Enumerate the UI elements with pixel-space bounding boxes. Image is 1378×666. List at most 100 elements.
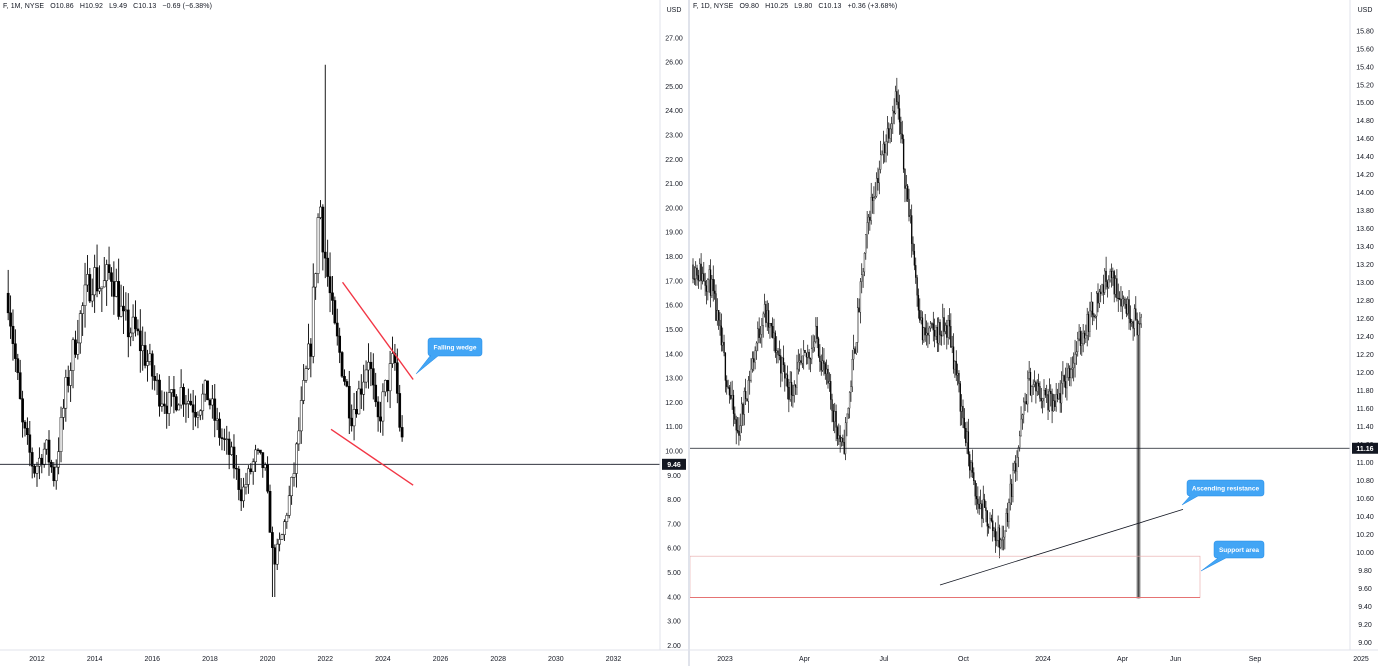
daily-candle-body [1044, 389, 1047, 396]
monthly-candle-body [102, 280, 106, 288]
daily-candle-body [796, 368, 798, 388]
daily-candle-body [1059, 393, 1061, 404]
daily-candle-body [1054, 400, 1056, 407]
monthly-candle-body [76, 342, 80, 355]
daily-candle-body [1004, 530, 1006, 538]
daily-candle-body [1077, 338, 1079, 353]
daily-candle-body [724, 352, 727, 381]
daily-candle-body [866, 222, 868, 235]
left-price-tick-label: 10.00 [665, 448, 683, 455]
daily-candle-body [960, 405, 963, 412]
monthly-candle-body [223, 438, 226, 440]
daily-candle-body [862, 271, 864, 275]
right-legend-close: C10.13 [818, 3, 842, 10]
left-time-tick-label: 2016 [145, 656, 161, 663]
daily-candle-body [716, 310, 718, 321]
daily-candle-body [708, 269, 710, 280]
monthly-candle-body [167, 392, 171, 414]
daily-candle-body [720, 325, 723, 346]
right-price-tick-label: 10.60 [1356, 496, 1374, 503]
right-price-tick-label: 14.80 [1356, 118, 1374, 125]
daily-candle-body [900, 121, 902, 135]
daily-candle-body [938, 322, 940, 344]
monthly-chart-canvas[interactable]: Falling wedge 2012 2014 2016 2018 2020 2022 20… [0, 0, 688, 666]
right-price-tick-label: 12.80 [1356, 298, 1374, 305]
right-currency-label[interactable]: USD [1358, 7, 1373, 14]
daily-chart-canvas[interactable]: Ascending resistance Support area 2023 Ap… [690, 0, 1378, 666]
monthly-candle-body [117, 281, 121, 317]
daily-candle-body [912, 243, 914, 252]
daily-candle-body [852, 348, 855, 360]
daily-candle-body [1068, 368, 1071, 379]
monthly-candle-body [174, 396, 178, 411]
daily-candle-body [730, 395, 732, 399]
monthly-candle-body [9, 312, 12, 327]
daily-candle-body [1139, 323, 1141, 325]
daily-candle-body [913, 251, 916, 266]
left-legend-low: L9.49 [109, 3, 128, 10]
daily-candle-body [1031, 386, 1033, 396]
daily-candle-body [996, 539, 998, 542]
daily-candle-body [1043, 389, 1045, 399]
daily-candle-body [979, 503, 982, 509]
monthly-candle-body [107, 264, 111, 273]
left-price-tick-label: 13.00 [665, 376, 683, 383]
daily-candle-body [989, 518, 991, 528]
monthly-candle-body [326, 257, 330, 277]
right-time-tick-label: Apr [799, 656, 811, 663]
right-price-tick-label: 10.20 [1356, 532, 1374, 539]
monthly-candle-body [343, 376, 346, 382]
right-price-tick-label: 14.60 [1356, 136, 1374, 143]
right-price-tick-label: 11.40 [1357, 424, 1374, 431]
daily-candle-body [801, 355, 803, 364]
monthly-candle-body [160, 403, 164, 407]
monthly-candle-body [182, 387, 185, 405]
daily-candle-body [788, 386, 790, 400]
daily-candle-body [882, 143, 885, 155]
daily-candle-body [1094, 316, 1096, 318]
daily-candle-body [975, 496, 978, 500]
right-price-axis: 9.00 9.20 9.40 9.60 9.80 10.00 10.20 10.40 10.60… [1349, 0, 1374, 650]
left-price-tick-label: 25.00 [665, 84, 683, 91]
daily-candle-body [1005, 513, 1007, 532]
left-time-tick-label: 2032 [606, 656, 622, 663]
falling-wedge-label: Falling wedge [434, 344, 477, 351]
daily-candle-body [719, 319, 721, 327]
right-time-tick-label: 2023 [717, 656, 733, 663]
daily-candle-body [986, 510, 988, 527]
daily-candle-body [940, 334, 943, 337]
monthly-candle-body [400, 427, 404, 438]
daily-candle-body [855, 342, 858, 354]
left-currency-label[interactable]: USD [667, 7, 682, 14]
monthly-candle-body [191, 404, 195, 413]
monthly-chart-panel[interactable]: F, 1M, NYSE O10.86 H10.92 L9.49 C10.13 −… [0, 0, 688, 666]
daily-chart-panel[interactable]: F, 1D, NYSE O9.80 H10.25 L9.80 C10.13 +0… [690, 0, 1378, 666]
daily-candle-body [1009, 483, 1011, 503]
daily-candle-body [1075, 351, 1078, 355]
daily-candle-body [908, 198, 910, 217]
daily-candle-body [813, 341, 816, 348]
panel-divider[interactable] [688, 0, 690, 666]
daily-candle-body [879, 154, 882, 170]
monthly-candle-body [194, 412, 197, 418]
daily-candle-body [902, 138, 905, 170]
daily-candle-body [1116, 278, 1118, 299]
daily-candle-body [812, 347, 814, 349]
monthly-candle-body [254, 449, 257, 463]
monthly-candle-body [52, 466, 56, 482]
daily-candle-body [1140, 317, 1142, 324]
daily-candle-body [739, 425, 741, 436]
daily-candle-body [753, 358, 755, 363]
daily-candle-body [928, 327, 930, 336]
daily-candle-body [785, 374, 787, 379]
monthly-candle-body [146, 361, 149, 366]
monthly-candle-body [290, 477, 293, 497]
right-legend-change: +0.36 (+3.68%) [847, 3, 898, 10]
daily-candle-body [971, 462, 974, 473]
monthly-candle-body [186, 400, 190, 404]
monthly-candle-body [299, 400, 303, 432]
daily-candle-body [713, 290, 716, 294]
monthly-candle-body [59, 417, 63, 452]
monthly-candle-body [100, 286, 104, 289]
daily-candle-body [734, 413, 736, 420]
